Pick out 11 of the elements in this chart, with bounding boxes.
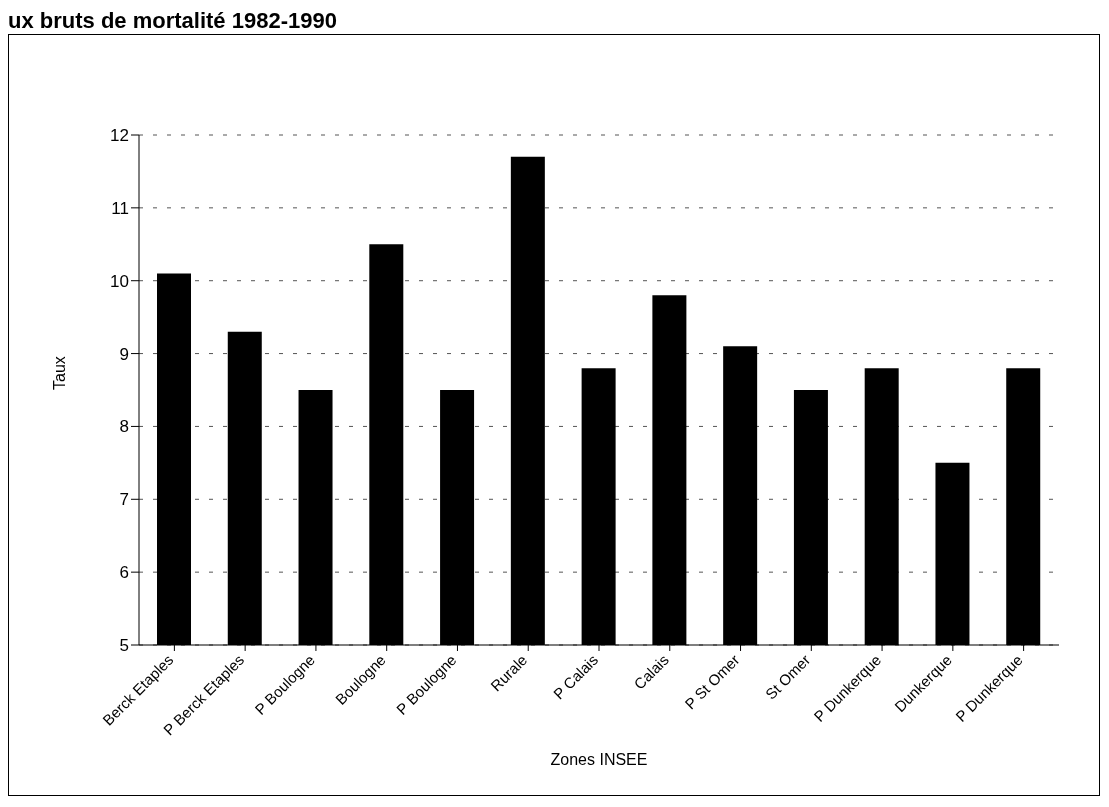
y-axis-title: Taux bbox=[50, 356, 68, 390]
y-tick-label: 12 bbox=[110, 126, 129, 146]
y-tick-label: 9 bbox=[119, 344, 129, 364]
x-axis-title: Zones INSEE bbox=[550, 751, 648, 768]
y-tick-label: 5 bbox=[119, 636, 129, 656]
y-tick-label: 10 bbox=[110, 271, 129, 291]
chart-title: ux bruts de mortalité 1982-1990 bbox=[8, 8, 338, 34]
y-tick-label: 8 bbox=[119, 417, 129, 437]
y-tick-label: 7 bbox=[119, 490, 129, 510]
y-tick-label: 11 bbox=[111, 198, 129, 218]
y-tick-label: 6 bbox=[119, 563, 129, 583]
